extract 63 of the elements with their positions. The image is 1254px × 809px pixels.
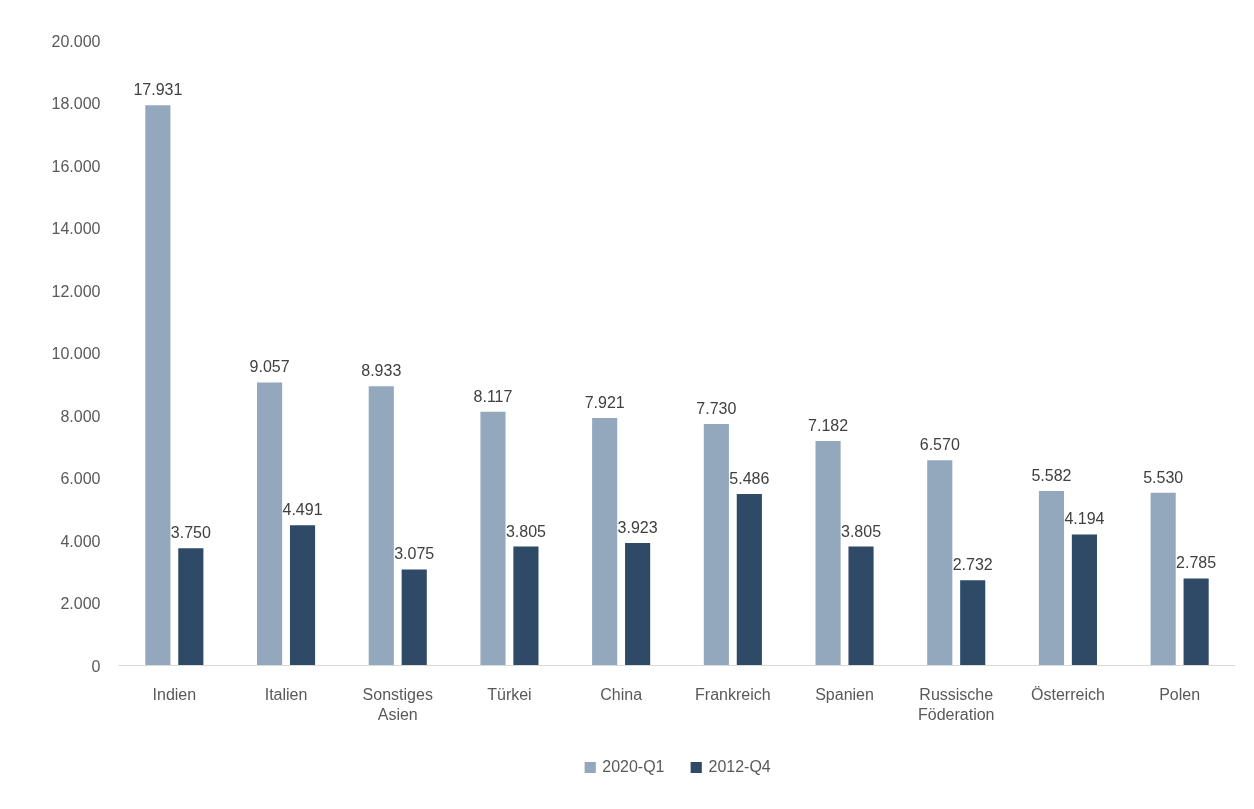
data-label: 4.194 <box>1064 510 1105 528</box>
x-tick-label: Türkei <box>487 685 532 703</box>
y-tick-label: 6.000 <box>60 470 101 487</box>
data-label: 5.486 <box>729 470 770 488</box>
bar <box>1150 492 1176 666</box>
y-tick-label: 20.000 <box>51 32 101 50</box>
bar <box>703 423 729 666</box>
legend-label: 2012-Q4 <box>708 758 771 776</box>
x-tick-label: Österreich <box>1031 685 1105 703</box>
bar <box>257 382 283 666</box>
bar <box>625 542 651 666</box>
data-label: 5.582 <box>1031 467 1072 485</box>
bar <box>736 494 762 666</box>
legend-label: 2020-Q1 <box>602 758 665 776</box>
bar <box>401 569 427 666</box>
x-tick-label: Italien <box>264 685 308 703</box>
y-tick-label: 4.000 <box>60 532 101 550</box>
data-label: 6.570 <box>919 436 960 454</box>
bar <box>848 546 874 666</box>
bar <box>480 411 506 666</box>
x-tick-label: Russische Föderation <box>918 685 995 723</box>
data-label: 2.732 <box>952 556 993 574</box>
bar <box>1071 534 1097 666</box>
bar <box>927 460 953 666</box>
y-tick-label: 18.000 <box>51 95 101 112</box>
data-label: 7.730 <box>696 399 737 417</box>
data-label: 3.750 <box>170 524 211 542</box>
bar <box>815 441 841 666</box>
x-tick-label: Indien <box>152 685 197 703</box>
y-tick-label: 8.000 <box>60 407 101 425</box>
data-label: 7.182 <box>808 417 849 435</box>
y-tick-label: 12.000 <box>51 282 101 300</box>
x-tick-label: Polen <box>1159 685 1201 703</box>
bar <box>289 525 316 666</box>
y-tick-label: 14.000 <box>51 220 101 237</box>
data-label: 7.921 <box>584 393 625 411</box>
data-label: 3.805 <box>505 522 547 540</box>
bar <box>145 105 171 666</box>
data-label: 8.933 <box>361 362 402 380</box>
data-label: 9.057 <box>249 358 290 376</box>
bar <box>592 417 618 666</box>
x-tick-label: Spanien <box>815 685 874 703</box>
x-tick-label: China <box>600 685 643 703</box>
data-label: 8.117 <box>473 387 513 405</box>
data-label: 3.075 <box>394 545 435 563</box>
bar <box>1038 491 1065 666</box>
data-label: 2.785 <box>1176 554 1217 572</box>
bar <box>368 386 394 666</box>
data-label: 5.530 <box>1143 468 1184 486</box>
x-tick-label: Frankreich <box>695 685 771 703</box>
y-tick-label: 16.000 <box>51 157 101 175</box>
bar <box>960 580 986 666</box>
x-tick-label: Sonstiges Asien <box>362 685 433 723</box>
bar <box>1183 578 1209 666</box>
data-label: 17.931 <box>133 81 183 99</box>
bar <box>178 548 204 666</box>
y-tick-label: 0 <box>91 657 101 675</box>
data-label: 4.491 <box>282 501 323 519</box>
data-label: 3.923 <box>617 518 658 536</box>
y-tick-label: 10.000 <box>51 345 101 362</box>
bar <box>513 546 539 666</box>
data-label: 3.805 <box>841 522 882 540</box>
y-tick-label: 2.000 <box>60 595 101 612</box>
